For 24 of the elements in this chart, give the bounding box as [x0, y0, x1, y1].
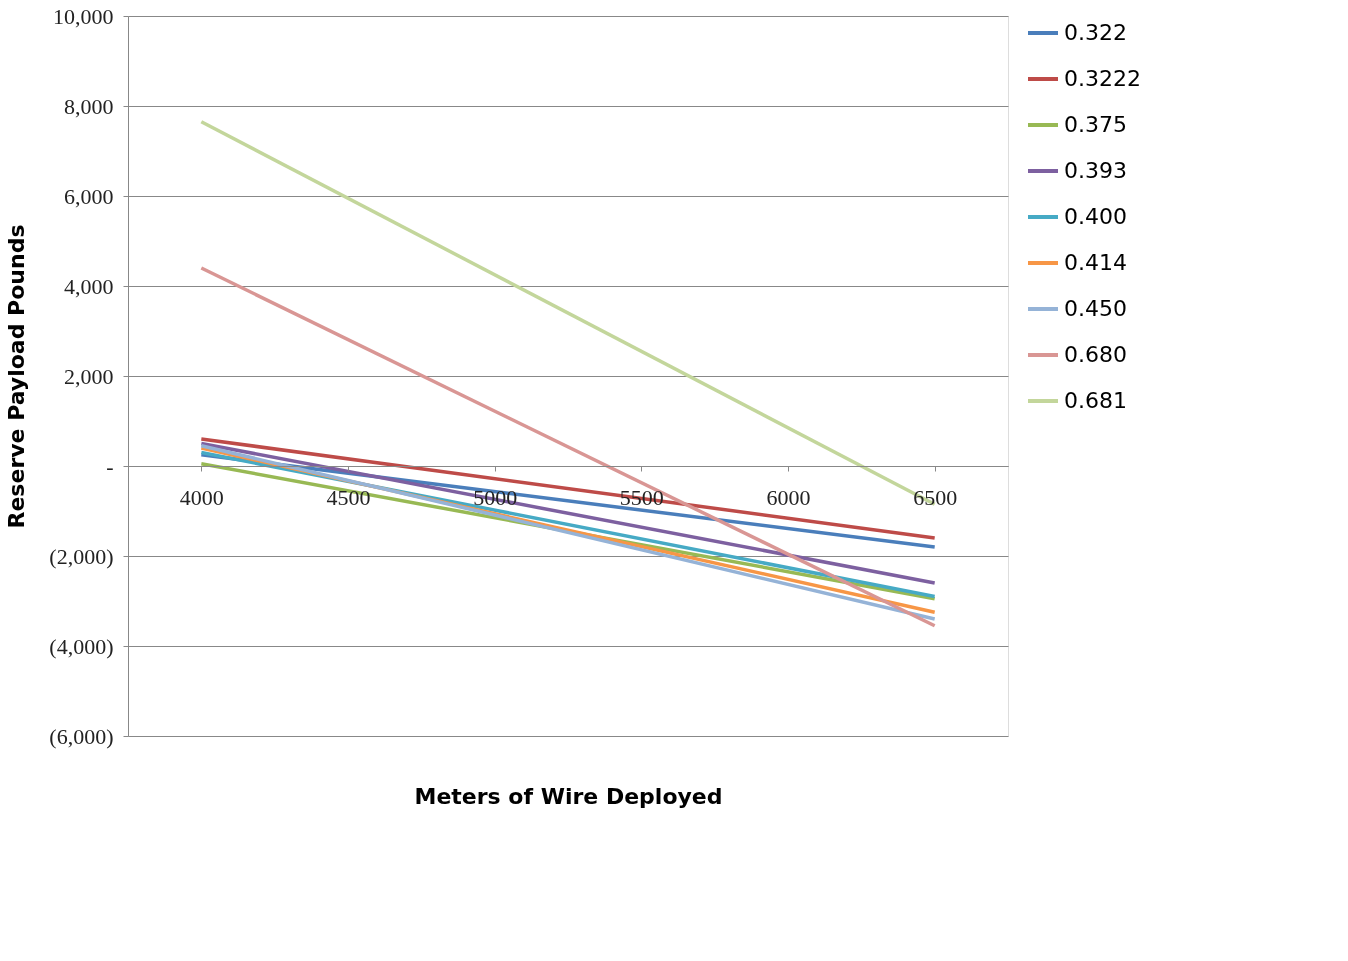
y-tick-label: (2,000): [49, 543, 114, 569]
legend-label: 0.322: [1064, 20, 1127, 45]
legend-label: 0.400: [1064, 204, 1127, 229]
x-tick-label: 6000: [766, 484, 811, 510]
y-tick-label: 8,000: [64, 93, 114, 119]
x-tick-label: 4500: [326, 484, 371, 510]
x-tick-label: 4000: [179, 484, 224, 510]
y-tick-label: 10,000: [53, 3, 114, 29]
legend-label: 0.3222: [1064, 66, 1141, 91]
legend-label: 0.680: [1064, 342, 1127, 367]
legend-label: 0.681: [1064, 388, 1127, 413]
legend-label: 0.375: [1064, 112, 1127, 137]
y-tick-label: (6,000): [49, 723, 114, 749]
x-tick-label: 6500: [913, 484, 958, 510]
y-tick-label: -: [106, 453, 114, 479]
y-tick-label: 6,000: [64, 183, 114, 209]
legend-label: 0.414: [1064, 250, 1127, 275]
legend-label: 0.393: [1064, 158, 1127, 183]
x-axis-title: Meters of Wire Deployed: [414, 783, 723, 809]
y-tick-label: (4,000): [49, 633, 114, 659]
y-tick-label: 4,000: [64, 273, 114, 299]
y-tick-label: 2,000: [64, 363, 114, 389]
y-axis-title: Reserve Payload Pounds: [4, 224, 30, 529]
legend-label: 0.450: [1064, 296, 1127, 321]
